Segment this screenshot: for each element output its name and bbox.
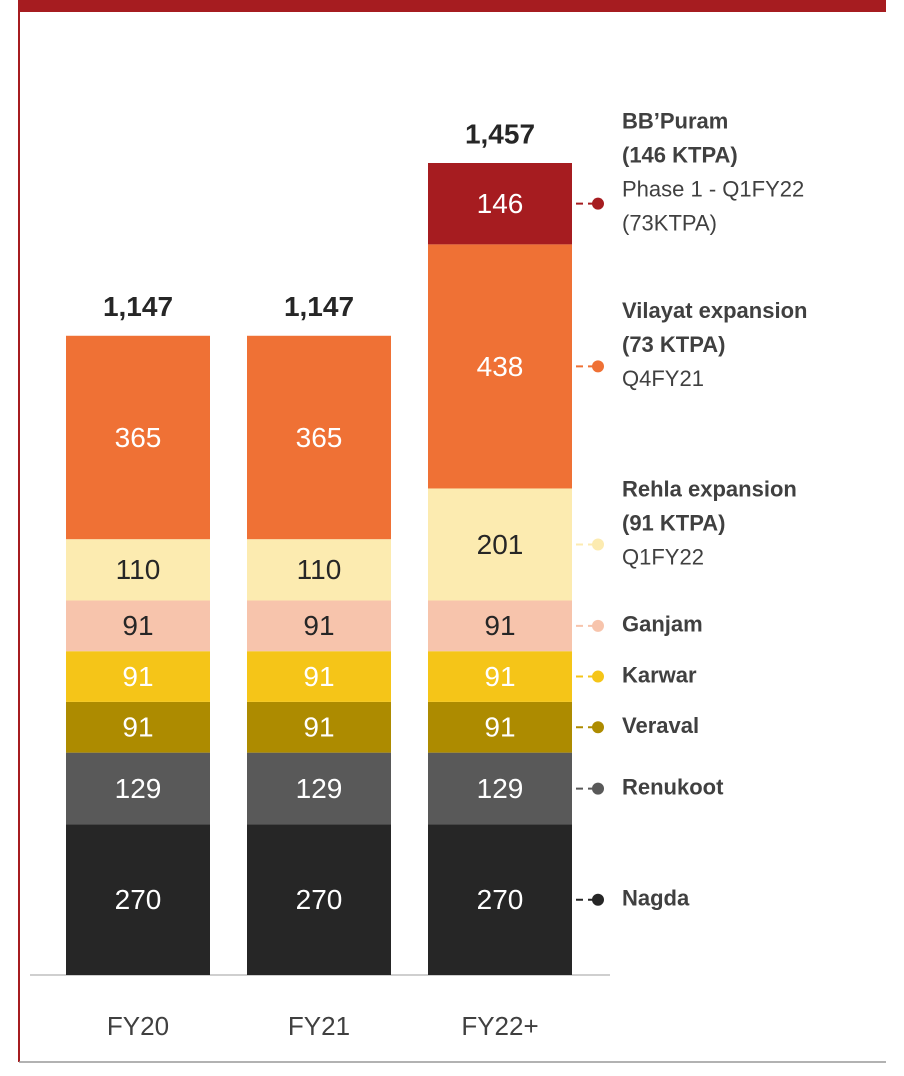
legend-dot <box>592 619 604 632</box>
bar-segment <box>428 244 572 489</box>
legend-note: (91 KTPA) <box>622 510 726 535</box>
segment-label: 91 <box>484 661 515 692</box>
legend-label: Karwar <box>622 662 697 687</box>
segment-label: 129 <box>296 773 343 804</box>
legend-note: (73KTPA) <box>622 210 717 235</box>
total-label: 1,147 <box>103 291 173 322</box>
bar-segment <box>66 651 210 702</box>
bar-segment <box>428 600 572 652</box>
segment-label: 270 <box>296 884 343 915</box>
segment-label: 91 <box>484 712 515 743</box>
segment-label: 91 <box>122 712 153 743</box>
top-banner <box>18 0 886 12</box>
legend-label: Renukoot <box>622 774 724 799</box>
segment-label: 110 <box>297 554 342 585</box>
bar-segment <box>247 539 391 601</box>
legend-dot <box>592 721 604 734</box>
bar-segment <box>247 752 391 825</box>
legend-note: Q4FY21 <box>622 366 704 391</box>
segment-label: 270 <box>477 884 524 915</box>
bar-segment <box>428 651 572 702</box>
legend-label: Rehla expansion <box>622 476 797 501</box>
total-label: 1,147 <box>284 291 354 322</box>
legend-dot <box>592 538 604 551</box>
legend-dot <box>592 360 604 373</box>
bar-segment <box>247 824 391 975</box>
legend-label: Veraval <box>622 713 699 738</box>
legend-label: Nagda <box>622 886 690 911</box>
bar-segment <box>66 824 210 975</box>
legend-note: Q1FY22 <box>622 544 704 569</box>
bar-segment <box>66 600 210 652</box>
segment-label: 129 <box>477 773 524 804</box>
segment-label: 110 <box>116 554 161 585</box>
segment-label: 201 <box>477 529 524 560</box>
segment-label: 438 <box>477 351 524 382</box>
bar-segment <box>247 701 391 753</box>
legend-dot <box>592 197 604 210</box>
x-tick-label: FY22+ <box>461 1011 538 1041</box>
legend-note: Phase 1 - Q1FY22 <box>622 176 804 201</box>
x-tick-label: FY21 <box>288 1011 350 1041</box>
bar-segment <box>428 824 572 975</box>
bar-segment <box>66 701 210 753</box>
segment-label: 270 <box>115 884 162 915</box>
segment-label: 146 <box>477 188 524 219</box>
legend-dot <box>592 670 604 683</box>
segment-label: 129 <box>115 773 162 804</box>
bar-segment <box>66 752 210 825</box>
bar-segment <box>428 488 572 601</box>
legend-note: (146 KTPA) <box>622 142 738 167</box>
segment-label: 91 <box>303 661 334 692</box>
legend-dot <box>592 893 604 906</box>
bar-segment <box>428 701 572 753</box>
bar-segment <box>66 539 210 601</box>
segment-label: 91 <box>122 610 153 641</box>
bar-segment <box>247 335 391 540</box>
segment-label: 365 <box>296 422 343 453</box>
legend-note: (73 KTPA) <box>622 332 726 357</box>
bar-segment <box>428 163 572 245</box>
segment-label: 365 <box>115 422 162 453</box>
bar-segment <box>66 335 210 540</box>
segment-label: 91 <box>303 712 334 743</box>
segment-label: 91 <box>122 661 153 692</box>
bar-segment <box>247 651 391 702</box>
legend-label: Ganjam <box>622 612 703 637</box>
total-label: 1,457 <box>465 118 535 149</box>
legend-dot <box>592 782 604 795</box>
segment-label: 91 <box>303 610 334 641</box>
segment-label: 91 <box>484 610 515 641</box>
bar-segment <box>247 600 391 652</box>
legend-label: BB’Puram <box>622 108 728 133</box>
x-tick-label: FY20 <box>107 1011 169 1041</box>
legend-label: Vilayat expansion <box>622 298 807 323</box>
bar-segment <box>428 752 572 825</box>
